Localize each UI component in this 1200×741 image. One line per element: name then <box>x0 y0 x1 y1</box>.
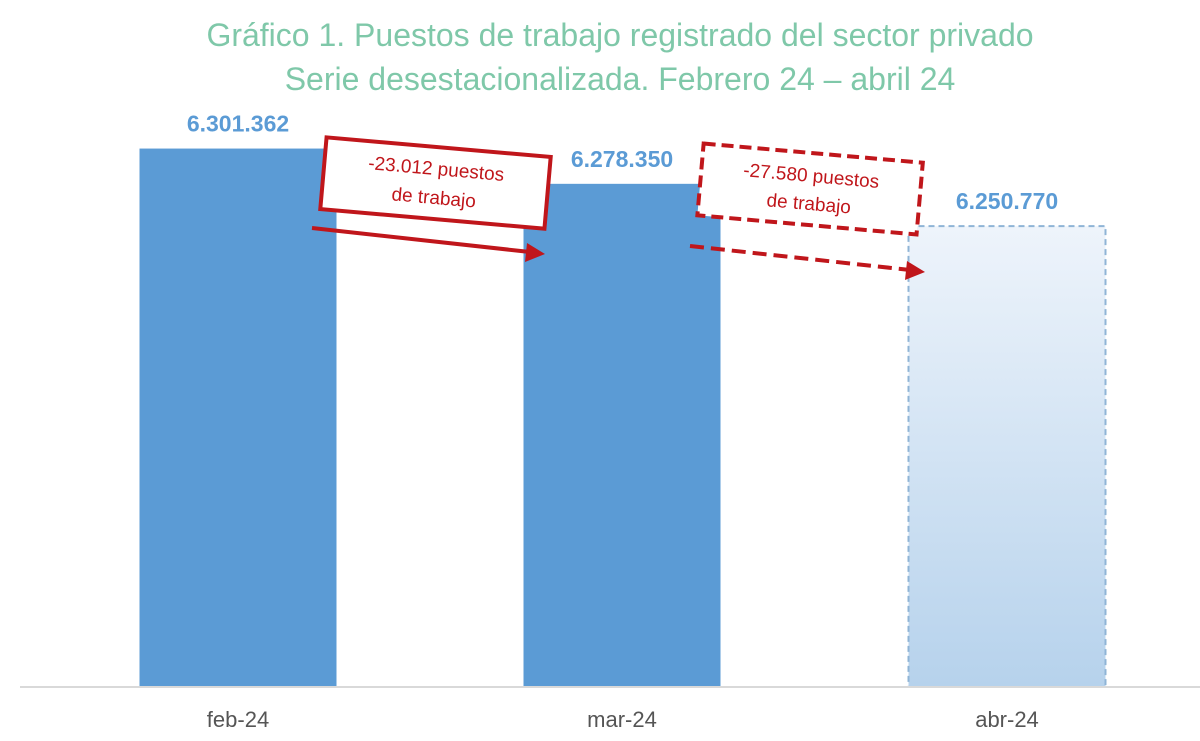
annotation-arrowhead-icon <box>905 261 925 280</box>
annotation-arrow-shaft <box>311 226 531 254</box>
x-tick-abr-24: abr-24 <box>975 707 1039 732</box>
value-label-feb-24: 6.301.362 <box>187 111 289 137</box>
annotation-box <box>318 135 553 231</box>
value-label-mar-24: 6.278.350 <box>571 146 673 172</box>
value-labels: 6.301.362 6.278.350 6.250.770 <box>187 111 1058 215</box>
bar-mar-24 <box>523 183 721 687</box>
bars <box>139 148 1107 688</box>
x-tick-feb-24: feb-24 <box>207 707 269 732</box>
bar-abr-24 <box>907 225 1107 688</box>
annotation-mar-abr: -27.580 puestos de trabajo <box>689 141 925 280</box>
bar-feb-24 <box>139 148 337 688</box>
chart-title: Gráfico 1. Puestos de trabajo registrado… <box>206 17 1033 53</box>
x-axis-ticks: feb-24 mar-24 abr-24 <box>207 707 1039 732</box>
annotation-arrow-shaft <box>689 244 911 272</box>
value-label-abr-24: 6.250.770 <box>956 188 1058 214</box>
annotation-arrowhead-icon <box>525 243 545 262</box>
chart-subtitle: Serie desestacionalizada. Febrero 24 – a… <box>285 61 956 97</box>
x-tick-mar-24: mar-24 <box>587 707 657 732</box>
annotation-box <box>695 141 925 237</box>
annotation-feb-mar: -23.012 puestos de trabajo <box>311 135 553 262</box>
